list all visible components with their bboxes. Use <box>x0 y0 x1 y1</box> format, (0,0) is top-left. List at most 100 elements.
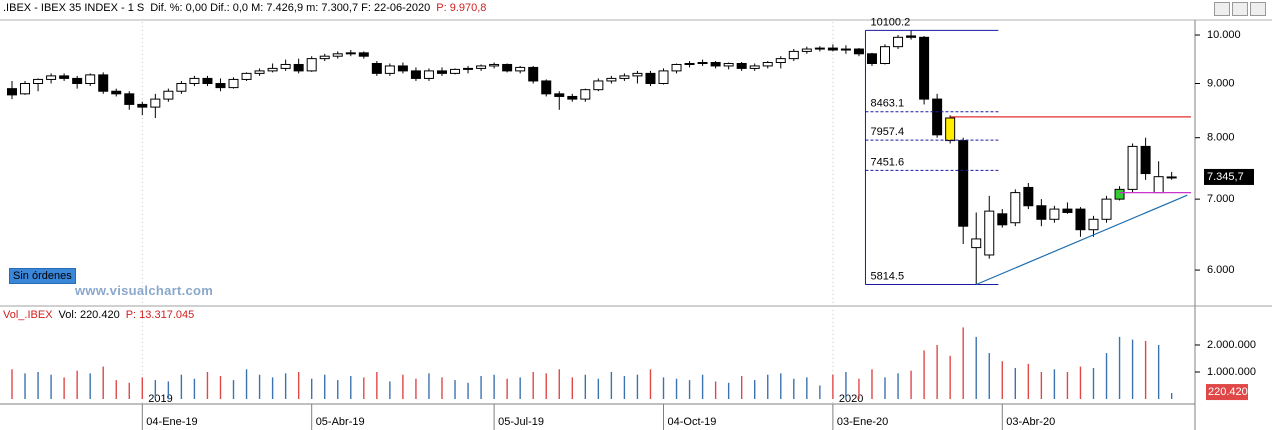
volume-y-tick-label: 2.000.000 <box>1207 339 1256 351</box>
candle-body <box>150 98 161 108</box>
x-tick-label: 03-Ene-20 <box>837 416 888 428</box>
candle-body <box>20 82 31 95</box>
candle-body <box>971 238 982 249</box>
candle-body <box>423 70 434 79</box>
x-tick-label: 03-Abr-20 <box>1006 416 1055 428</box>
last-volume-label: 220.420 <box>1208 386 1248 398</box>
candle-body <box>606 77 617 82</box>
candle-body <box>1153 176 1164 194</box>
candle-body <box>710 62 721 67</box>
x-tick-label: 04-Ene-19 <box>146 416 197 428</box>
y-tick-label: 9.000 <box>1207 77 1235 89</box>
candle-body <box>632 72 643 77</box>
fib-label: 7451.6 <box>870 156 904 168</box>
candle-body <box>958 140 969 227</box>
candle-body <box>893 36 904 48</box>
candle-body <box>723 62 734 67</box>
orders-button[interactable]: Sin órdenes <box>9 268 76 284</box>
candle-body <box>85 74 96 84</box>
candle-body <box>775 58 786 64</box>
candle-body <box>906 35 917 38</box>
candle-body <box>801 48 812 52</box>
minimize-button[interactable] <box>1214 2 1230 16</box>
candle-body <box>358 52 369 57</box>
candle-body <box>1101 198 1112 220</box>
candle-body <box>853 48 864 55</box>
candle-body <box>397 65 408 72</box>
candle-body <box>384 65 395 74</box>
candle-body <box>866 53 877 64</box>
candle-body <box>293 63 304 72</box>
candle-body <box>267 67 278 72</box>
candle-body <box>98 74 109 92</box>
candle-body <box>593 80 604 91</box>
candle-body <box>228 78 239 89</box>
candle-body <box>72 77 83 84</box>
chart-header: .IBEX - IBEX 35 INDEX - 1 S Dif. %: 0,00… <box>3 2 486 14</box>
volume-prev: P: 13.317.045 <box>125 309 195 321</box>
candle-body <box>515 66 526 72</box>
candle-body <box>189 77 200 84</box>
candle-body <box>762 62 773 67</box>
previous-close: P: 9.970,8 <box>436 2 487 14</box>
marks: 6.000 7.000 8.000 9.000 10.000 1.000.000 2.000… <box>7 16 1256 430</box>
candle-body <box>345 52 356 55</box>
candle-body <box>46 75 57 80</box>
x-tick-label: 05-Jul-19 <box>498 416 544 428</box>
candle-body <box>1023 186 1034 207</box>
symbol: .IBEX - IBEX 35 INDEX - 1 S <box>3 2 145 14</box>
candle-body <box>840 48 851 51</box>
candle-body <box>332 53 343 57</box>
candle-body <box>827 47 838 51</box>
volume-name: Vol_.IBEX <box>3 309 53 321</box>
volume-y-tick-label: 1.000.000 <box>1207 366 1256 378</box>
candle-body <box>541 80 552 95</box>
candle-body <box>163 90 174 100</box>
x-tick-label: 04-Oct-19 <box>668 416 717 428</box>
candle-body <box>671 63 682 72</box>
candle-body <box>1062 208 1073 213</box>
candle-body <box>945 117 956 142</box>
fib-label: 8463.1 <box>870 98 904 110</box>
last-volume-box <box>1206 384 1248 401</box>
maximize-button[interactable] <box>1232 2 1248 16</box>
y-tick-label: 10.000 <box>1207 29 1241 41</box>
candle-body <box>919 36 930 100</box>
candle-body <box>436 70 447 74</box>
candle-body <box>241 72 252 80</box>
window-buttons <box>1214 2 1266 16</box>
candle-body <box>176 82 187 92</box>
candle-body <box>645 72 656 84</box>
candle-body <box>306 58 317 72</box>
candle-body <box>697 62 708 65</box>
candle-body <box>137 103 148 108</box>
candle-body <box>1166 176 1177 179</box>
candle-body <box>1036 205 1047 220</box>
fib-label: 5814.5 <box>870 270 904 282</box>
candle-body <box>111 90 122 95</box>
candle-body <box>1075 208 1086 231</box>
candle-body <box>202 77 213 84</box>
candle-body <box>749 65 760 69</box>
volume-header: Vol_.IBEX Vol: 220.420 P: 13.317.045 <box>3 309 194 321</box>
candle-body <box>254 70 265 74</box>
candle-body <box>1049 208 1060 220</box>
candle-body <box>371 62 382 74</box>
close-button[interactable] <box>1250 2 1266 16</box>
candle-body <box>489 63 500 67</box>
candle-body <box>59 75 70 79</box>
candle-body <box>1140 145 1151 175</box>
candle-body <box>463 67 474 70</box>
y-tick-label: 8.000 <box>1207 132 1235 144</box>
candle-body <box>1127 145 1138 190</box>
candle-body <box>124 93 135 105</box>
year-label: 2019 <box>148 393 172 405</box>
y-tick-label: 6.000 <box>1207 264 1235 276</box>
candle-body <box>319 55 330 60</box>
volume-last: Vol: 220.420 <box>58 309 120 321</box>
candle-body <box>580 89 591 100</box>
candle-body <box>932 98 943 136</box>
candle-body <box>814 47 825 50</box>
